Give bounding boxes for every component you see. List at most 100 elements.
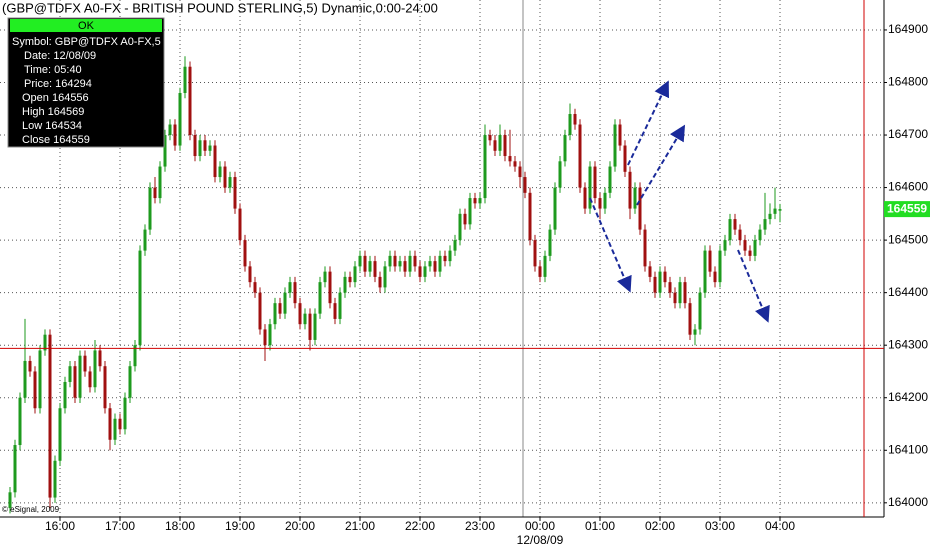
candle-body — [403, 261, 407, 272]
candle-body — [563, 135, 567, 162]
candle-body — [213, 145, 217, 178]
candle-body — [63, 381, 67, 409]
candle-body — [518, 166, 522, 178]
arrow — [636, 124, 686, 206]
candle-body — [208, 145, 212, 151]
candle-body — [773, 208, 777, 214]
candle-body — [618, 124, 622, 146]
candle-body — [443, 255, 447, 262]
candle-body — [613, 124, 617, 167]
candle-body — [623, 145, 627, 172]
candle-body — [568, 114, 572, 136]
candle-body — [463, 213, 467, 225]
candle-body — [453, 240, 457, 251]
candle-body — [708, 250, 712, 272]
candle-body — [438, 255, 442, 272]
candle-body — [198, 140, 202, 157]
candle-body — [168, 124, 172, 136]
candle-body — [53, 460, 57, 498]
candle-body — [248, 266, 252, 283]
candle-body — [238, 208, 242, 241]
candle-body — [318, 282, 322, 314]
candle-body — [648, 266, 652, 277]
x-tick-label: 00:00 — [525, 519, 555, 533]
last-price-box — [884, 201, 930, 218]
candle-body — [413, 255, 417, 267]
candle-body — [283, 292, 287, 314]
candle-body — [713, 271, 717, 283]
candle-body — [193, 135, 197, 157]
candle-body — [8, 492, 12, 509]
candle-body — [543, 255, 547, 277]
date-label: 12/08/09 — [517, 533, 564, 547]
candle-body — [668, 282, 672, 293]
candle-body — [33, 371, 37, 409]
candle-body — [448, 250, 452, 262]
candle-body — [218, 166, 222, 178]
candle-body — [298, 303, 302, 325]
info-status-bar — [10, 19, 162, 32]
x-tick-label: 19:00 — [225, 519, 255, 533]
candle-body — [23, 360, 27, 398]
candle-body — [378, 276, 382, 288]
candle-body — [753, 240, 757, 256]
x-tick-label: 01:00 — [585, 519, 615, 533]
candle-body — [548, 229, 552, 256]
y-tick-label: 164100 — [888, 442, 928, 456]
candle-body — [148, 187, 152, 230]
candle-body — [48, 334, 52, 498]
candle-body — [373, 261, 377, 277]
y-tick-label: 164000 — [888, 495, 928, 509]
candle-body — [293, 282, 297, 304]
x-tick-label: 04:00 — [765, 519, 795, 533]
candle-body — [88, 371, 92, 388]
copyright: © eSignal, 2009 — [2, 505, 60, 514]
info-lines: Symbol: GBP@TDFX A0-FX,5 Date: 12/08/09 Ti… — [12, 36, 161, 146]
candle-body — [598, 198, 602, 209]
candle-body — [418, 266, 422, 277]
candles — [8, 56, 782, 514]
candle-body — [313, 313, 317, 340]
info-line: Date: 12/08/09 — [24, 50, 96, 62]
candle-body — [538, 266, 542, 277]
candle-body — [608, 166, 612, 193]
arrow — [737, 249, 770, 323]
candle-body — [678, 282, 682, 304]
info-status: OK — [78, 20, 95, 32]
candle-body — [513, 161, 517, 167]
candle-body — [333, 303, 337, 319]
candle-body — [128, 366, 132, 398]
candle-body — [738, 229, 742, 241]
candle-body — [483, 135, 487, 199]
candle-body — [768, 213, 772, 220]
candle-body — [633, 187, 637, 209]
candle-body — [638, 187, 642, 230]
info-line: High 164569 — [22, 106, 84, 118]
info-line: Open 164556 — [22, 92, 89, 104]
candle-body — [528, 192, 532, 241]
candle-body — [278, 303, 282, 314]
candle-body — [263, 329, 267, 346]
candle-body — [158, 166, 162, 199]
candle-body — [183, 66, 187, 93]
info-line: Price: 164294 — [24, 78, 92, 90]
candle-body — [733, 219, 737, 230]
x-tick-label: 17:00 — [105, 519, 135, 533]
candle-body — [68, 366, 72, 382]
candle-body — [353, 266, 357, 283]
info-box-bg — [7, 17, 165, 148]
candle-body — [13, 445, 17, 493]
annotation-arrows — [589, 80, 770, 323]
candle-body — [718, 250, 722, 283]
candle-body — [123, 397, 127, 430]
candle-body — [433, 261, 437, 272]
candle-body — [163, 135, 167, 167]
candle-body — [728, 219, 732, 241]
candle-body — [653, 276, 657, 293]
y-tick-label: 164800 — [888, 75, 928, 89]
candle-body — [38, 350, 42, 409]
candle-body — [758, 229, 762, 241]
x-tick-label: 21:00 — [345, 519, 375, 533]
candle-body — [173, 124, 177, 146]
